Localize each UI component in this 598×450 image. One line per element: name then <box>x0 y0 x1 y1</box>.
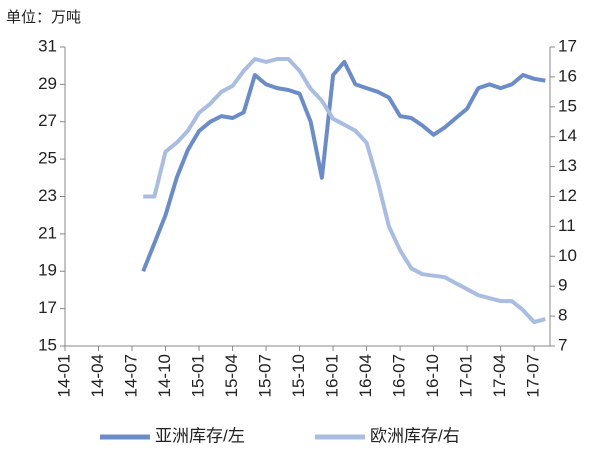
y-tick-label: 17 <box>38 298 57 317</box>
y2-tick-label: 10 <box>558 246 577 265</box>
y2-tick-label: 14 <box>558 126 577 145</box>
y-tick-label: 27 <box>38 111 57 130</box>
y2-tick-label: 12 <box>558 186 577 205</box>
y2-tick-label: 16 <box>558 66 577 85</box>
y-tick-label: 15 <box>38 335 57 354</box>
x-tick-label: 17-07 <box>524 354 543 397</box>
x-tick-label: 16-07 <box>390 354 409 397</box>
y2-tick-label: 8 <box>558 306 567 325</box>
x-tick-label: 14-07 <box>122 354 141 397</box>
y-tick-label: 25 <box>38 149 57 168</box>
x-tick-label: 16-10 <box>423 354 442 397</box>
y2-tick-label: 11 <box>558 216 576 235</box>
y-tick-label: 21 <box>38 223 57 242</box>
x-tick-label: 16-04 <box>356 354 375 397</box>
y-tick-label: 19 <box>38 261 57 280</box>
y-tick-label: 29 <box>38 74 57 93</box>
legend-label: 亚洲库存/左 <box>155 426 245 445</box>
unit-label: 单位：万吨 <box>6 9 81 26</box>
x-tick-label: 14-01 <box>54 354 73 397</box>
x-tick-label: 16-01 <box>323 354 342 397</box>
x-tick-label: 15-04 <box>222 354 241 397</box>
x-tick-label: 15-10 <box>289 354 308 397</box>
y2-tick-label: 7 <box>558 335 567 354</box>
x-tick-label: 15-01 <box>189 354 208 397</box>
x-tick-label: 15-07 <box>256 354 275 397</box>
x-tick-label: 17-01 <box>457 354 476 397</box>
y-tick-label: 31 <box>38 36 57 55</box>
y-tick-label: 23 <box>38 186 57 205</box>
series-line <box>143 57 546 325</box>
y2-tick-label: 17 <box>558 36 577 55</box>
x-tick-label: 14-04 <box>88 354 107 397</box>
series-line <box>141 59 546 273</box>
legend-label: 欧洲库存/右 <box>370 426 460 445</box>
y2-tick-label: 13 <box>558 156 577 175</box>
y2-tick-label: 9 <box>558 276 567 295</box>
x-tick-label: 17-04 <box>490 354 509 397</box>
x-tick-label: 14-10 <box>155 354 174 397</box>
y2-tick-label: 15 <box>558 96 577 115</box>
